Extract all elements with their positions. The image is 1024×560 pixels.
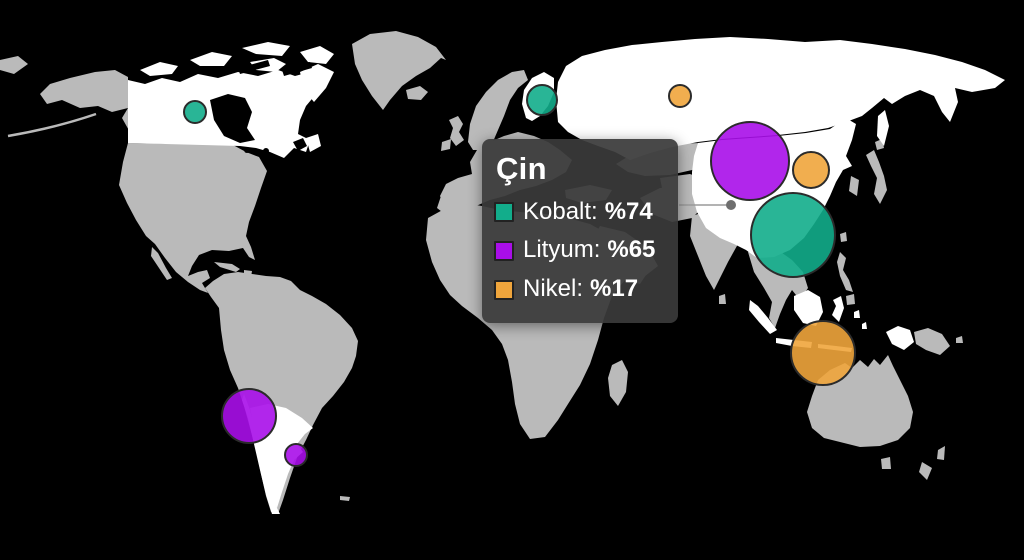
- great-lake-3: [263, 148, 269, 154]
- landmass-tasmania: [881, 457, 891, 469]
- inland-water: [210, 60, 312, 156]
- arctic-channel-1: [238, 60, 270, 74]
- landmass-iceland: [406, 86, 428, 100]
- tooltip-anchor-dot: [726, 200, 736, 210]
- bubble-marker-nikel[interactable]: [790, 320, 856, 386]
- map-tooltip: Çin Kobalt: %74 Lityum: %65 Nikel: %17: [482, 139, 678, 323]
- landmass-cuba: [214, 262, 240, 272]
- arctic-channel-2: [282, 62, 312, 76]
- country-canada-arctic-islands[interactable]: [140, 42, 334, 102]
- hudson-bay: [210, 94, 255, 143]
- landmass-uk: [449, 116, 464, 146]
- landmass-north-america: [119, 143, 267, 293]
- tooltip-row-kobalt: Kobalt: %74: [494, 198, 666, 227]
- tooltip-value-nikel: %17: [590, 275, 639, 303]
- tooltip-value-kobalt: %74: [604, 197, 653, 225]
- tooltip-connector: [679, 200, 736, 210]
- bubble-marker-lityum[interactable]: [710, 121, 790, 201]
- landmass-chukotka: [0, 56, 28, 74]
- landmass-greenland: [352, 31, 446, 110]
- landmass-falklands: [340, 496, 350, 501]
- bubble-marker-kobalt[interactable]: [526, 84, 558, 116]
- legend-swatch-nikel: [494, 279, 514, 300]
- landmass-png-islands: [956, 336, 963, 343]
- landmass-baja: [151, 247, 172, 280]
- landmass-ireland: [441, 139, 451, 151]
- landmass-japan: [866, 150, 887, 204]
- legend-swatch-lityum: [494, 240, 514, 261]
- landmass-aleutians: [7, 112, 97, 138]
- landmass-korea: [849, 176, 859, 196]
- country-canada-newfoundland[interactable]: [306, 134, 321, 152]
- tooltip-row-nikel: Nikel: %17: [494, 275, 666, 304]
- landmass-mindanao: [846, 294, 855, 305]
- mineral-bubble-markers: [183, 84, 856, 467]
- landmass-sri-lanka: [719, 294, 726, 304]
- bubble-marker-lityum[interactable]: [221, 388, 277, 444]
- bubble-marker-kobalt[interactable]: [183, 100, 207, 124]
- bubble-marker-nikel[interactable]: [668, 84, 692, 108]
- landmass-nz-south: [919, 462, 932, 480]
- tooltip-label-kobalt: Kobalt:: [523, 197, 598, 225]
- country-russia-sakhalin[interactable]: [877, 110, 889, 146]
- legend-swatch-kobalt: [494, 202, 514, 223]
- tooltip-row-lityum: Lityum: %65: [494, 236, 666, 265]
- landmass-taiwan: [840, 232, 847, 242]
- landmass-alaska: [40, 70, 128, 112]
- landmass-south-america: [205, 272, 358, 514]
- landmass-scandinavia: [468, 70, 528, 150]
- bubble-marker-nikel[interactable]: [792, 151, 830, 189]
- great-lake-2: [254, 150, 260, 156]
- landmass-philippines: [837, 252, 853, 292]
- bubble-marker-lityum[interactable]: [284, 443, 308, 467]
- gulf-st-lawrence: [293, 138, 307, 151]
- country-indonesia[interactable]: [749, 290, 914, 352]
- country-russia[interactable]: [556, 37, 1005, 160]
- great-lake-1: [244, 147, 250, 153]
- tooltip-label-lityum: Lityum:: [523, 236, 601, 264]
- bubble-marker-kobalt[interactable]: [750, 192, 836, 278]
- tooltip-label-nikel: Nikel:: [523, 275, 584, 303]
- tooltip-title: Çin: [496, 151, 547, 186]
- landmass-png: [914, 328, 950, 355]
- tooltip-value-lityum: %65: [607, 236, 656, 264]
- landmass-madagascar: [608, 360, 628, 406]
- landmass-nz-north: [937, 446, 945, 460]
